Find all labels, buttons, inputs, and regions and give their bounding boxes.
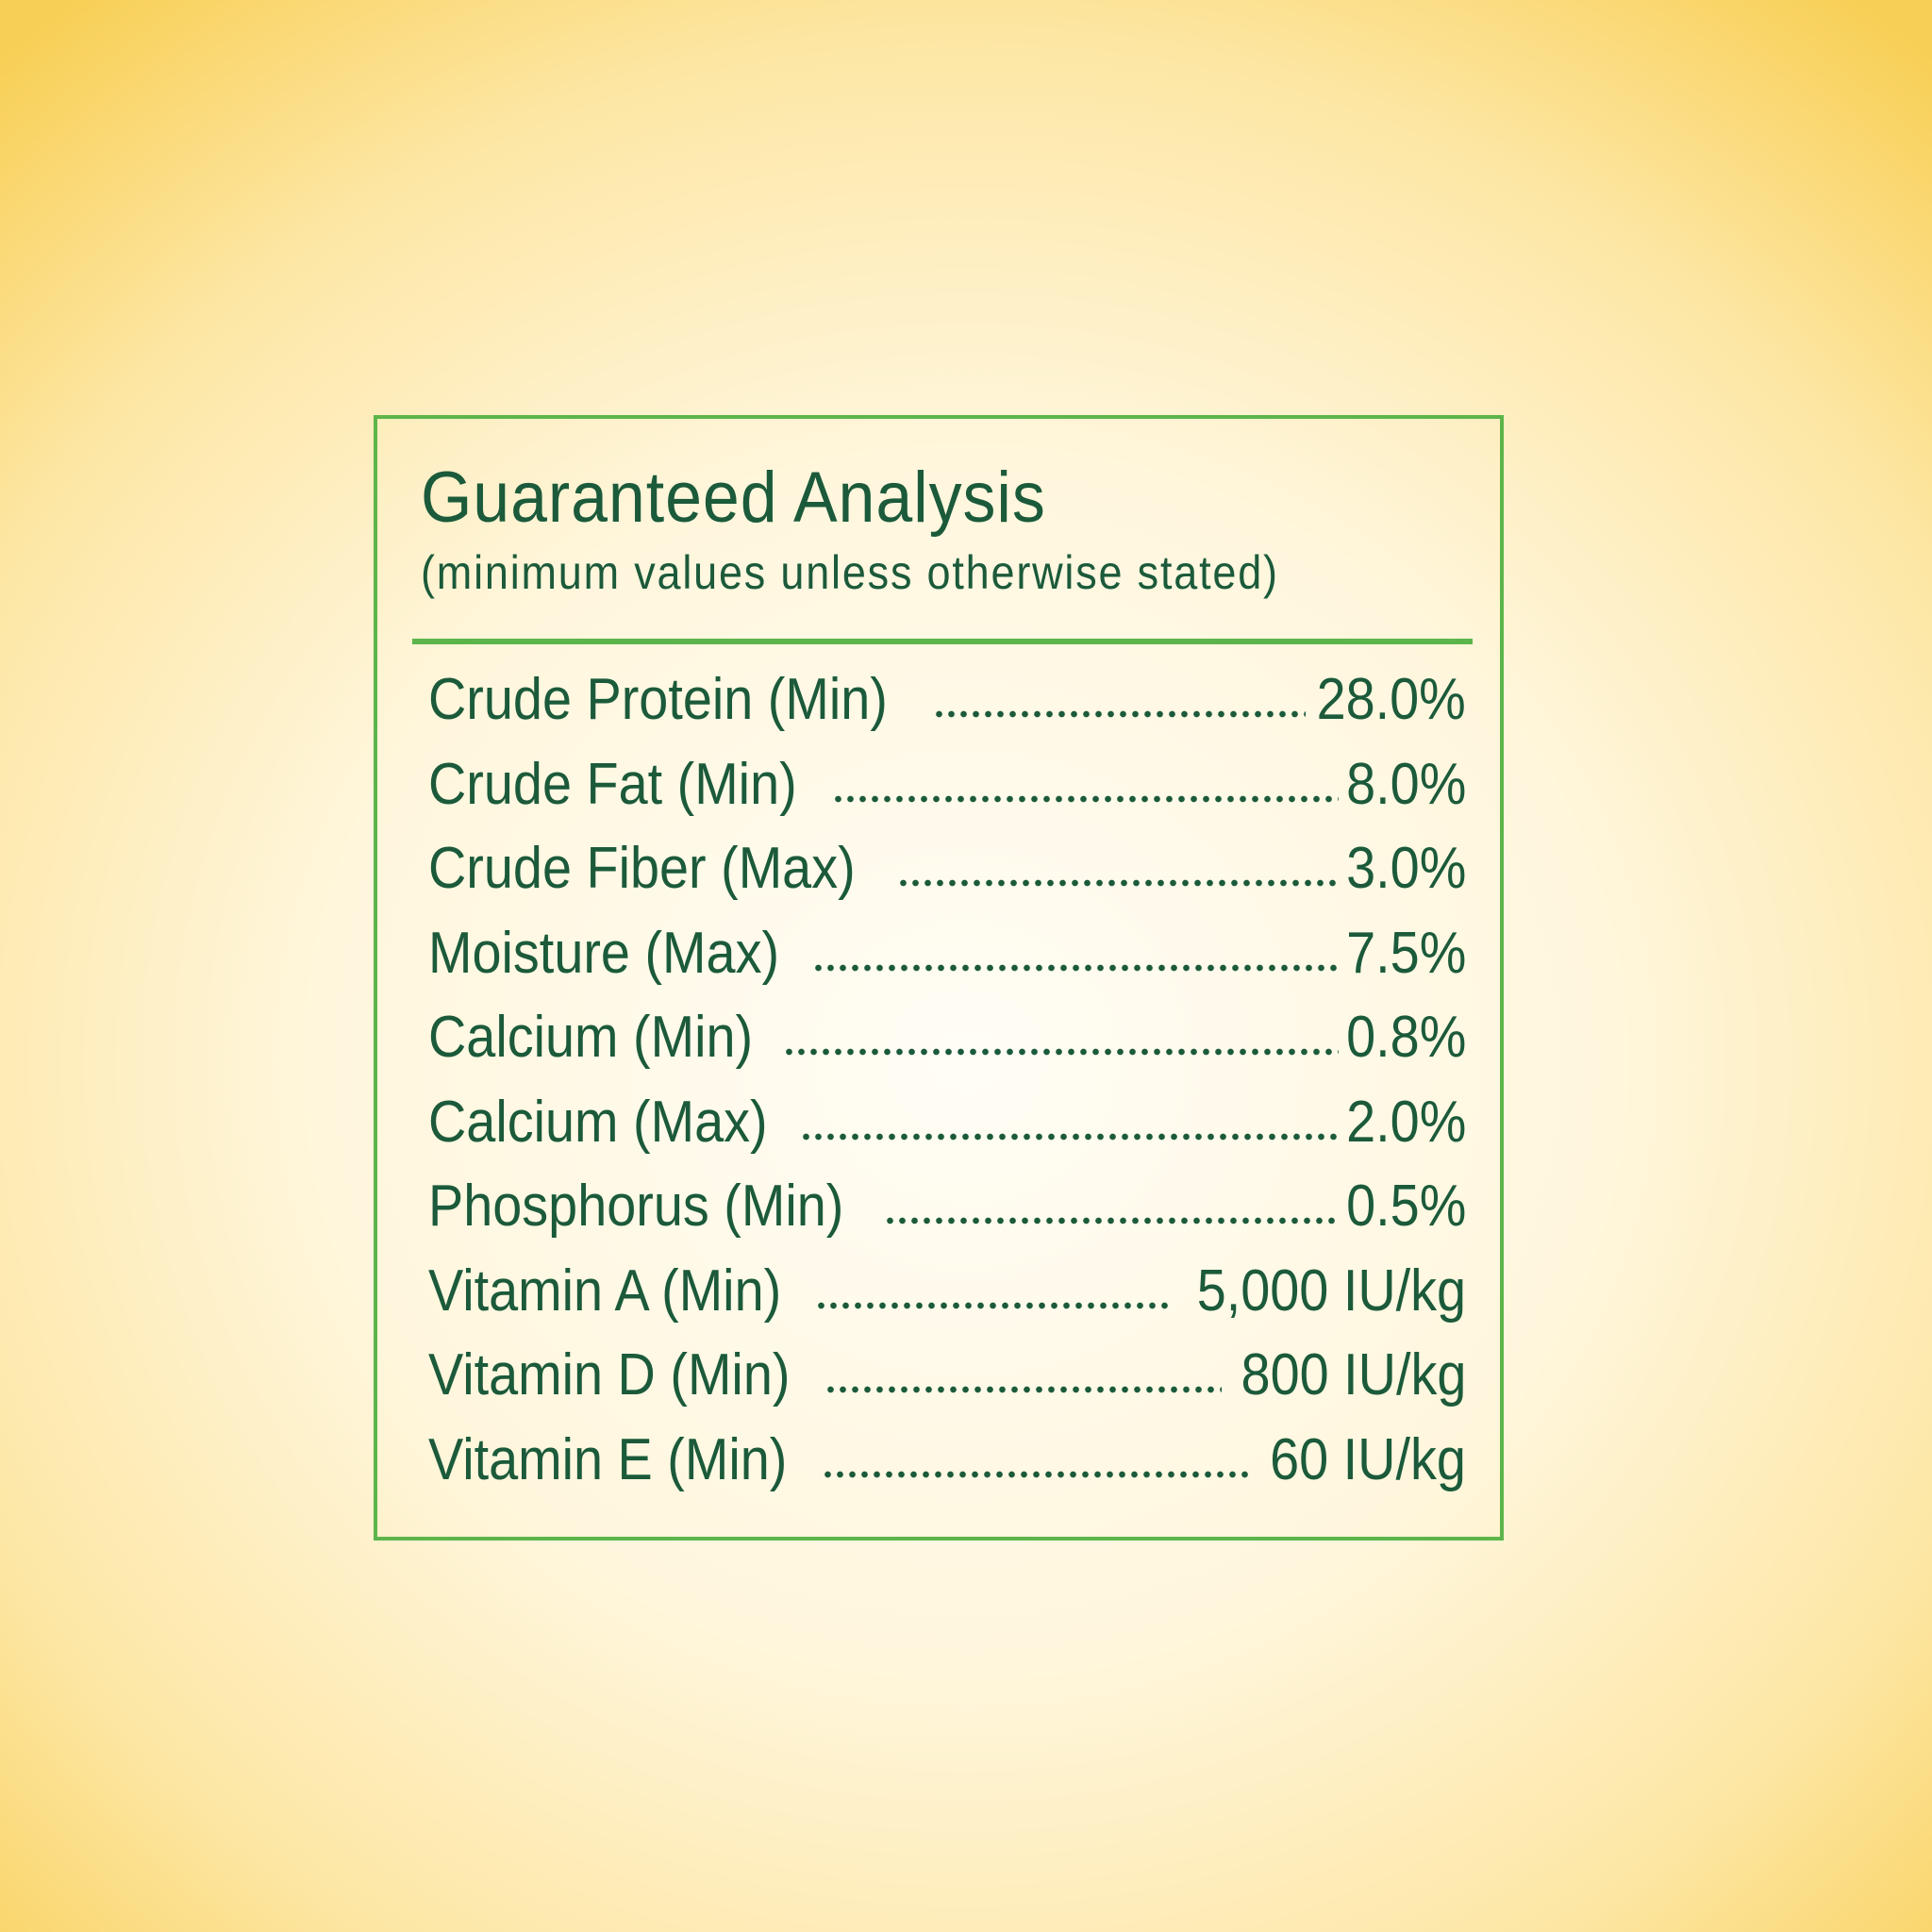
analysis-row: Vitamin A (Min) 5,000 IU/kg — [428, 1257, 1466, 1342]
dot-leader — [832, 793, 1339, 804]
dot-leader — [814, 1300, 1173, 1310]
nutrient-label: Vitamin E (Min) — [428, 1426, 788, 1492]
nutrient-value: 3.0% — [1345, 836, 1466, 901]
analysis-row: Crude Fiber (Max) 3.0% — [428, 835, 1466, 920]
nutrient-value: 0.5% — [1345, 1174, 1466, 1239]
dot-leader — [783, 1047, 1339, 1057]
nutrient-label: Calcium (Min) — [428, 1005, 754, 1070]
dot-leader — [824, 1385, 1222, 1394]
nutrient-label: Vitamin D (Min) — [428, 1342, 791, 1407]
dot-leader — [932, 709, 1307, 719]
nutrient-label: Crude Fat (Min) — [428, 751, 797, 817]
title: Guaranteed Analysis — [421, 458, 1046, 538]
nutrient-value: 800 IU/kg — [1241, 1342, 1466, 1407]
dot-leader — [821, 1469, 1255, 1479]
nutrient-value: 5,000 IU/kg — [1196, 1257, 1466, 1324]
analysis-row: Moisture (Max) 7.5% — [428, 920, 1466, 1005]
analysis-row: Calcium (Min) 0.8% — [428, 1004, 1466, 1089]
nutrient-value: 2.0% — [1345, 1089, 1466, 1155]
nutrient-value: 60 IU/kg — [1270, 1426, 1466, 1492]
nutrient-label: Crude Fiber (Max) — [428, 836, 856, 901]
dot-leader — [884, 1216, 1339, 1225]
divider — [412, 639, 1473, 644]
analysis-row: Phosphorus (Min) 0.5% — [428, 1173, 1466, 1257]
analysis-panel: Guaranteed Analysis (minimum values unle… — [374, 415, 1504, 1541]
nutrient-label: Moisture (Max) — [428, 920, 780, 986]
dot-leader — [897, 878, 1339, 888]
dot-leader — [799, 1131, 1339, 1141]
nutrient-label: Phosphorus (Min) — [428, 1174, 844, 1239]
analysis-row: Vitamin D (Min) 800 IU/kg — [428, 1341, 1466, 1426]
nutrient-label: Vitamin A (Min) — [428, 1257, 782, 1324]
dot-leader — [812, 962, 1339, 973]
nutrient-value: 28.0% — [1316, 667, 1466, 732]
nutrient-value: 8.0% — [1345, 751, 1466, 817]
nutrient-label: Crude Protein (Min) — [428, 667, 888, 732]
nutrient-value: 0.8% — [1345, 1005, 1466, 1070]
analysis-row: Crude Fat (Min) 8.0% — [428, 751, 1466, 836]
subtitle: (minimum values unless otherwise stated) — [421, 546, 1279, 599]
nutrient-value: 7.5% — [1345, 920, 1466, 986]
analysis-row: Vitamin E (Min) 60 IU/kg — [428, 1426, 1466, 1511]
nutrient-label: Calcium (Max) — [428, 1089, 768, 1155]
rows: Crude Protein (Min) 28.0% Crude Fat (Min) 8… — [428, 666, 1466, 1510]
analysis-row: Calcium (Max) 2.0% — [428, 1089, 1466, 1174]
analysis-row: Crude Protein (Min) 28.0% — [428, 666, 1466, 751]
